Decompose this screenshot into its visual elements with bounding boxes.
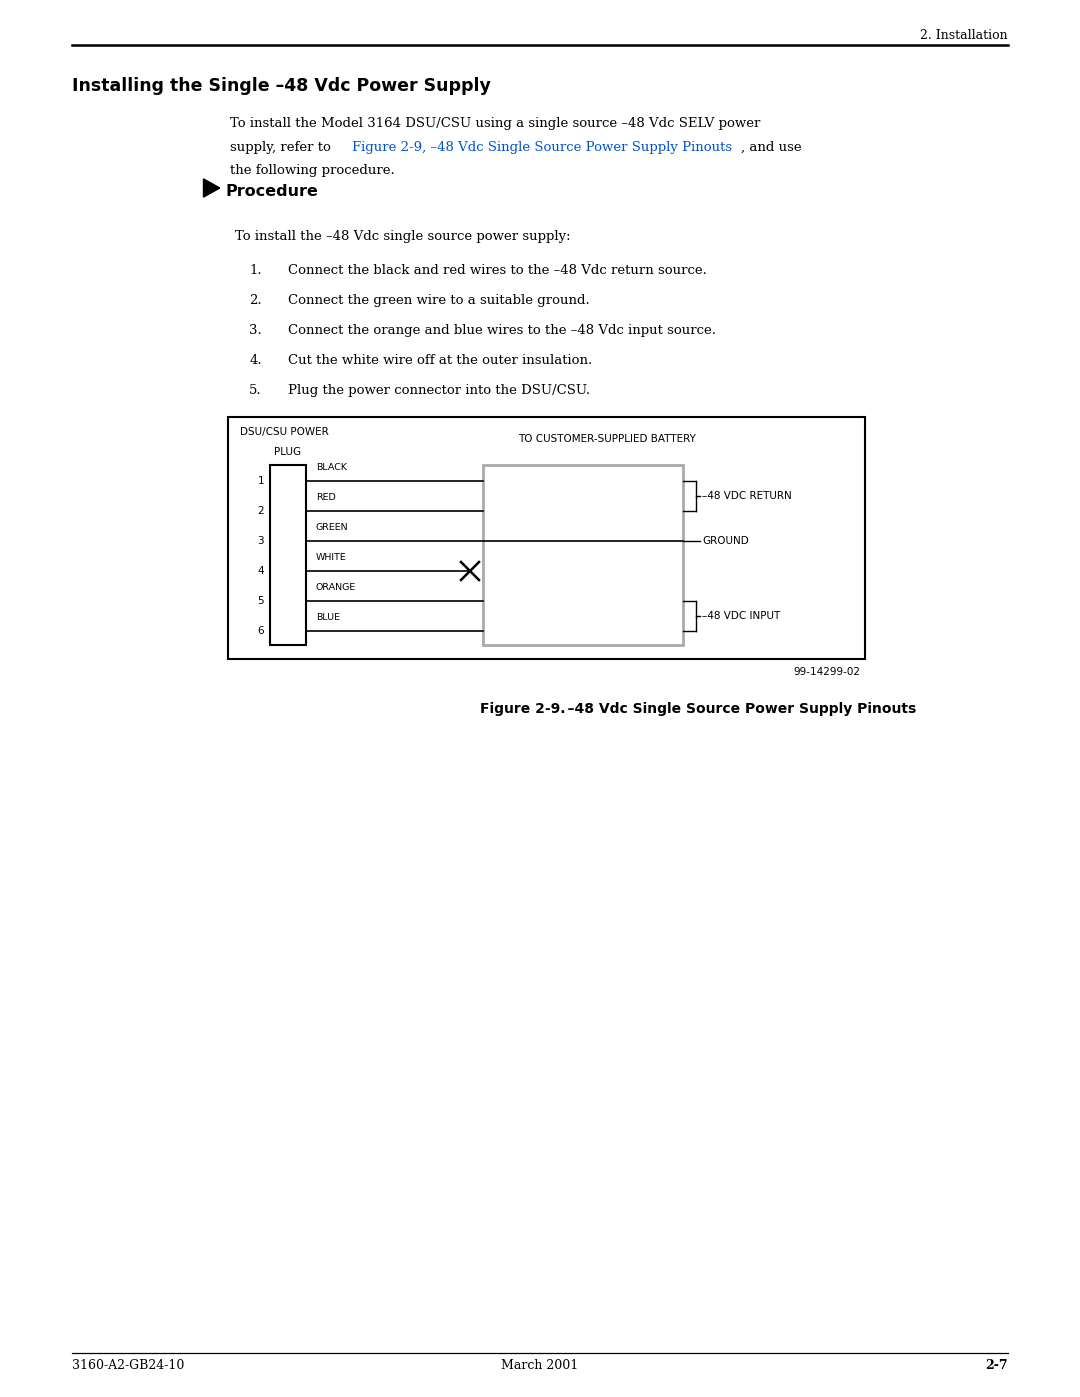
Text: 99-14299-02: 99-14299-02 [793, 666, 860, 678]
Text: 5: 5 [257, 597, 264, 606]
Bar [483, 465, 683, 645]
Text: RED: RED [316, 493, 336, 502]
Text: –48 Vdc Single Source Power Supply Pinouts: –48 Vdc Single Source Power Supply Pinou… [549, 703, 917, 717]
Text: Figure 2-9.: Figure 2-9. [480, 703, 566, 717]
Text: 3160-A2-GB24-10: 3160-A2-GB24-10 [72, 1359, 185, 1372]
Text: BLUE: BLUE [316, 613, 340, 622]
Bar [270, 465, 306, 645]
Text: 2. Installation: 2. Installation [920, 29, 1008, 42]
Text: TO CUSTOMER-SUPPLIED BATTERY: TO CUSTOMER-SUPPLIED BATTERY [518, 434, 696, 444]
Text: 6: 6 [257, 626, 264, 636]
Text: 4.: 4. [249, 353, 262, 367]
Text: 2: 2 [257, 506, 264, 515]
Text: Cut the white wire off at the outer insulation.: Cut the white wire off at the outer insu… [288, 353, 592, 367]
Polygon shape [203, 179, 219, 197]
Text: 3.: 3. [249, 324, 262, 337]
Text: To install the –48 Vdc single source power supply:: To install the –48 Vdc single source pow… [235, 231, 570, 243]
Text: , and use: , and use [741, 141, 801, 154]
Text: Connect the green wire to a suitable ground.: Connect the green wire to a suitable gro… [288, 293, 590, 307]
Text: –48 VDC INPUT: –48 VDC INPUT [702, 610, 780, 622]
Text: 1.: 1. [249, 264, 262, 277]
Text: Procedure: Procedure [226, 184, 319, 200]
Text: Figure 2-9, –48 Vdc Single Source Power Supply Pinouts: Figure 2-9, –48 Vdc Single Source Power … [352, 141, 732, 154]
Text: 3: 3 [257, 536, 264, 546]
Text: PLUG: PLUG [274, 447, 301, 457]
Text: 4: 4 [257, 566, 264, 576]
Text: BLACK: BLACK [316, 462, 347, 472]
Text: 2.: 2. [249, 293, 262, 307]
Text: –48 VDC RETURN: –48 VDC RETURN [702, 490, 792, 502]
Text: the following procedure.: the following procedure. [230, 163, 395, 177]
Text: GREEN: GREEN [316, 522, 349, 532]
Text: 1: 1 [257, 476, 264, 486]
Text: DSU/CSU POWER: DSU/CSU POWER [240, 427, 328, 437]
Text: To install the Model 3164 DSU/CSU using a single source –48 Vdc SELV power: To install the Model 3164 DSU/CSU using … [230, 117, 760, 130]
Text: WHITE: WHITE [316, 553, 347, 562]
Text: Connect the black and red wires to the –48 Vdc return source.: Connect the black and red wires to the –… [288, 264, 707, 277]
Text: supply, refer to: supply, refer to [230, 141, 335, 154]
Text: Installing the Single –48 Vdc Power Supply: Installing the Single –48 Vdc Power Supp… [72, 77, 491, 95]
Text: 2-7: 2-7 [985, 1359, 1008, 1372]
Text: ORANGE: ORANGE [316, 583, 356, 592]
Bar [228, 416, 865, 659]
Text: Connect the orange and blue wires to the –48 Vdc input source.: Connect the orange and blue wires to the… [288, 324, 716, 337]
Text: 5.: 5. [249, 384, 262, 397]
Text: March 2001: March 2001 [501, 1359, 579, 1372]
Text: GROUND: GROUND [702, 536, 748, 546]
Text: Plug the power connector into the DSU/CSU.: Plug the power connector into the DSU/CS… [288, 384, 590, 397]
